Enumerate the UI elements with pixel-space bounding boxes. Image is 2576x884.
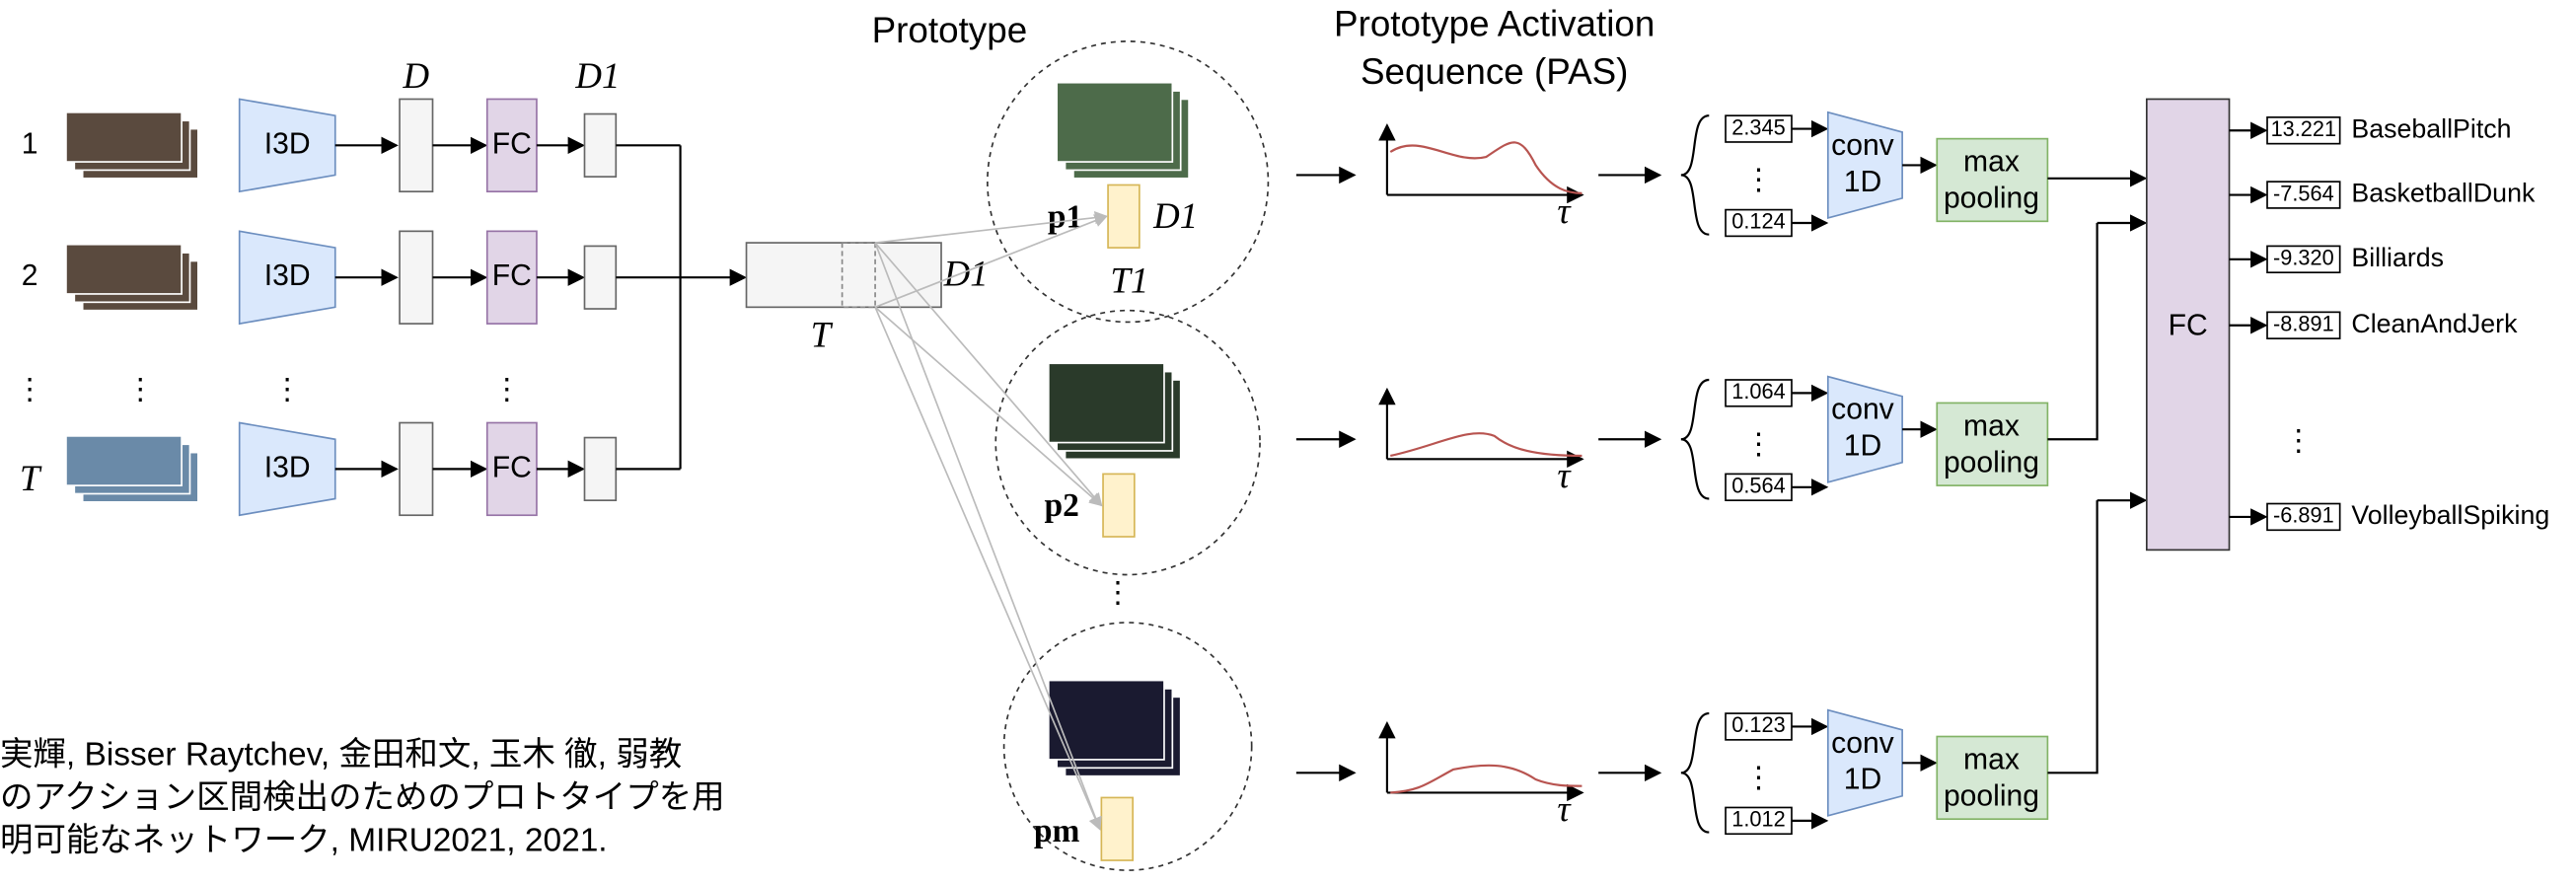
vdots: ⋮ (1103, 577, 1133, 610)
fc-label: FC (2169, 309, 2208, 341)
conv-label: conv (1831, 129, 1894, 162)
video-frame (66, 245, 182, 294)
conv-label: 1D (1844, 166, 1882, 198)
score: -9.320 (2273, 246, 2334, 270)
fc-label: FC (492, 127, 532, 160)
video-frame (1057, 83, 1172, 162)
activation-value: 1.064 (1731, 379, 1785, 404)
conv-label: conv (1831, 394, 1894, 426)
activation-value: 0.564 (1731, 474, 1785, 498)
pool-label: max (1963, 744, 2020, 776)
vdots: ⋮ (1743, 428, 1773, 461)
pool-label: pooling (1944, 779, 2039, 812)
feature-box (400, 423, 432, 516)
vdots: ⋮ (2284, 425, 2314, 458)
class-name: VolleyballSpiking (2351, 500, 2549, 530)
class-name: BaseballPitch (2351, 113, 2511, 143)
conv-label: 1D (1844, 764, 1882, 796)
prototype-vector (1103, 474, 1135, 537)
i3d-label: I3D (264, 127, 311, 160)
prototype-label: p2 (1045, 487, 1079, 524)
score: -7.564 (2273, 181, 2334, 205)
connector (1681, 713, 1709, 833)
input-label: T (20, 458, 42, 498)
pas-curve (1390, 766, 1582, 793)
class-name: CleanAndJerk (2351, 309, 2518, 338)
conv-label: 1D (1844, 430, 1882, 463)
activation-value: 0.123 (1731, 712, 1785, 737)
citation: 明可能なネットワーク, MIRU2021, 2021. (0, 822, 608, 858)
input-label: ⋮ (15, 374, 44, 406)
vdots: ⋮ (1743, 762, 1773, 794)
citation: のアクション区間検出のためのプロトタイプを用 (0, 779, 725, 816)
pas-curve (1390, 433, 1582, 456)
score: 13.221 (2271, 116, 2337, 141)
video-frame (1049, 681, 1164, 760)
video-frame (66, 436, 182, 485)
tau: τ (1557, 190, 1572, 231)
seq-length: T (811, 315, 834, 355)
video-frame (1049, 363, 1164, 442)
page: {"inputs":{"labels":["1","2","⋮","T"],"e… (0, 0, 2576, 884)
tau: τ (1557, 788, 1572, 829)
vdots: ⋮ (272, 374, 302, 406)
diagram: 1 I3D FC 2 I3D FC ⋮ ⋮ ⋮ ⋮ T I3D FC D D1 T D1 Prototype p1 p… (0, 0, 2576, 884)
vdots: ⋮ (492, 374, 522, 406)
conv-label: conv (1831, 727, 1894, 760)
pool-label: max (1963, 146, 2020, 179)
feature-box (584, 114, 616, 178)
feature-box (584, 438, 616, 501)
pool-label: pooling (1944, 183, 2039, 215)
prototype-title: Prototype (872, 10, 1028, 50)
score: -6.891 (2273, 503, 2334, 528)
fc-label: FC (492, 259, 532, 292)
class-name: Billiards (2351, 243, 2444, 272)
connector (2047, 500, 2097, 773)
prototype-vector (1101, 797, 1133, 860)
connector (2047, 223, 2097, 439)
activation-value: 0.124 (1731, 209, 1785, 234)
dim-label: D (402, 55, 429, 96)
prototype-vector (1108, 184, 1140, 248)
proto-dim: D1 (1152, 195, 1198, 236)
feature-box (400, 99, 432, 191)
activation-value: 2.345 (1731, 114, 1785, 139)
dim-label: D1 (574, 55, 620, 96)
score: -8.891 (2273, 312, 2334, 336)
vdots: ⋮ (1743, 164, 1773, 196)
pool-label: pooling (1944, 446, 2039, 479)
connector (1681, 115, 1709, 235)
prototype-label: pm (1034, 813, 1080, 849)
class-name: BasketballDunk (2351, 179, 2536, 208)
input-label: 1 (22, 127, 38, 160)
video-frame (66, 112, 182, 162)
pas-title: Sequence (PAS) (1361, 51, 1628, 92)
input-label: 2 (22, 259, 38, 292)
arrow (875, 243, 1100, 829)
prototype-label: p1 (1048, 198, 1082, 235)
pool-label: max (1963, 409, 2020, 442)
pas-curve (1390, 142, 1582, 192)
pas-title: Prototype Activation (1334, 4, 1655, 44)
seq-dim: D1 (943, 254, 989, 294)
i3d-label: I3D (264, 259, 311, 292)
connector (1681, 380, 1709, 499)
tau: τ (1557, 455, 1572, 495)
fc-label: FC (492, 451, 532, 483)
i3d-label: I3D (264, 451, 311, 483)
vdots: ⋮ (125, 374, 155, 406)
activation-value: 1.012 (1731, 807, 1785, 832)
feature-box (584, 246, 616, 309)
proto-len: T1 (1110, 259, 1148, 300)
feature-box (400, 231, 432, 324)
citation: 実輝, Bisser Raytchev, 金田和文, 玉木 徹, 弱教 (0, 736, 682, 773)
sequence-box (747, 243, 941, 307)
